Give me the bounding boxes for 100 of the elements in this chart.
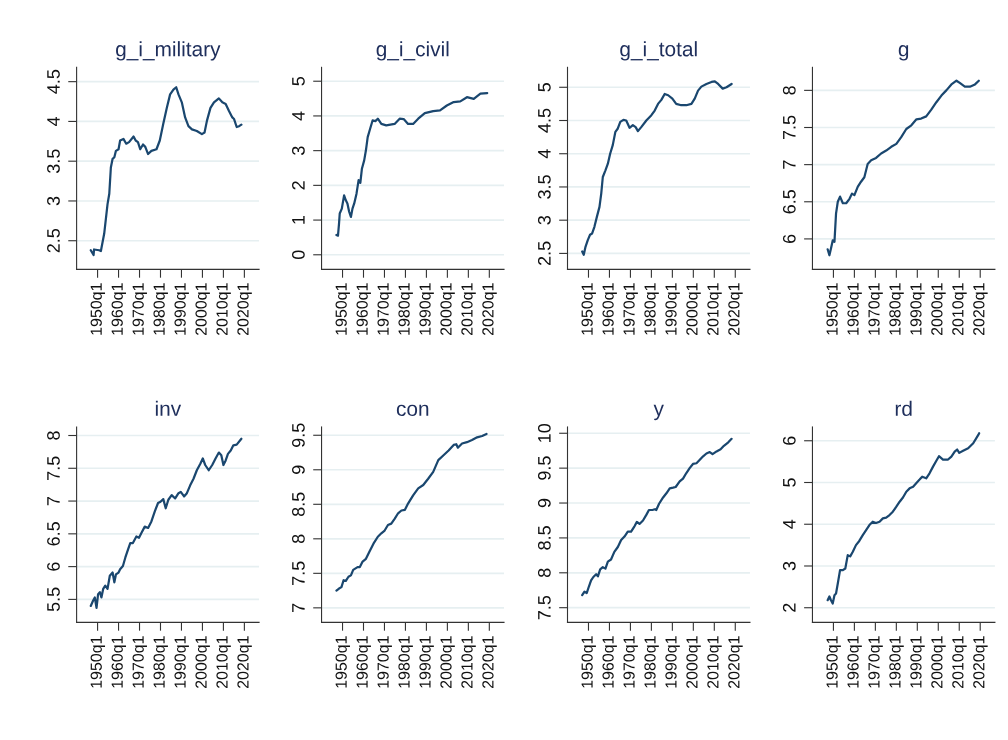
- x-tick-label: 1980q1: [644, 636, 659, 688]
- x-tick-label: 1970q1: [132, 283, 147, 335]
- x-tick-label: 2000q1: [931, 636, 946, 689]
- x-tick-label: 2020q1: [973, 636, 988, 689]
- x-tick-label: 1960q1: [356, 636, 371, 688]
- x-tick-label: 2010q1: [461, 283, 476, 336]
- y-tick-label: 4: [292, 111, 305, 121]
- x-tick-label: 2000q1: [440, 283, 455, 336]
- x-tick-label: 2010q1: [707, 636, 722, 689]
- y-tick-label: 5.5: [47, 587, 60, 612]
- x-tick-label: 2010q1: [952, 636, 967, 689]
- line-series: [335, 432, 488, 592]
- y-tick-label: 8: [47, 431, 60, 440]
- y-tick-label: 8.5: [292, 492, 305, 517]
- x-tick-label: 1970q1: [868, 283, 883, 335]
- y-tick-label: 6.5: [47, 522, 60, 546]
- line-series: [581, 80, 733, 256]
- x-tick-label: 1980q1: [398, 636, 413, 688]
- y-tick-label: 7: [47, 496, 60, 506]
- x-tick-label: 1960q1: [602, 283, 617, 335]
- line-series: [335, 91, 489, 237]
- y-tick-label: 5: [538, 83, 551, 92]
- x-tick-label: 2020q1: [973, 283, 988, 336]
- y-tick-label: 3.5: [537, 175, 551, 199]
- y-tick-label: 5: [783, 478, 796, 487]
- x-tick-label: 2020q1: [728, 283, 743, 336]
- y-tick-label: 9.5: [537, 456, 551, 480]
- y-tick-label: 8: [782, 86, 796, 95]
- x-tick-label: 1950q1: [335, 636, 350, 688]
- x-tick-label: 1970q1: [623, 636, 638, 688]
- y-tick-label: 0: [292, 250, 305, 260]
- x-tick-label: 2010q1: [216, 283, 231, 336]
- y-tick-label: 3.5: [47, 149, 60, 174]
- x-tick-label: 1960q1: [356, 283, 371, 335]
- x-tick-label: 2000q1: [195, 636, 210, 689]
- chart-title: g_i_total: [620, 41, 697, 61]
- y-tick-label: 4.5: [538, 108, 551, 133]
- y-tick-label: 4.5: [47, 69, 60, 94]
- x-tick-label: 1970q1: [868, 636, 883, 688]
- x-tick-label: 2020q1: [482, 283, 497, 336]
- x-tick-label: 1970q1: [377, 636, 392, 688]
- x-tick-label: 1990q1: [174, 636, 189, 688]
- y-tick-label: 2: [292, 181, 305, 190]
- x-tick-label: 1980q1: [889, 636, 904, 688]
- chart-title: g_i_civil: [376, 41, 449, 61]
- x-tick-label: 1980q1: [398, 283, 413, 335]
- chart-title: y: [653, 404, 664, 421]
- x-tick-label: 1990q1: [174, 283, 189, 335]
- x-tick-label: 1960q1: [111, 283, 126, 335]
- x-tick-label: 1990q1: [419, 636, 434, 688]
- y-tick-label: 6.5: [782, 189, 796, 214]
- y-tick-label: 8.5: [537, 526, 551, 550]
- y-tick-label: 3: [47, 196, 60, 206]
- x-tick-label: 2010q1: [216, 636, 231, 689]
- y-tick-label: 4: [783, 519, 796, 529]
- x-tick-label: 1990q1: [665, 283, 680, 335]
- x-tick-label: 2000q1: [195, 283, 210, 336]
- x-tick-label: 1950q1: [826, 283, 841, 335]
- y-tick-label: 3: [782, 561, 796, 571]
- y-tick-label: 7.5: [783, 115, 796, 140]
- line-series: [826, 79, 980, 257]
- x-tick-label: 2020q1: [237, 636, 252, 689]
- y-tick-label: 1: [292, 215, 305, 224]
- x-tick-label: 1970q1: [377, 283, 392, 335]
- chart-title: inv: [155, 400, 182, 416]
- x-tick-label: 1960q1: [847, 636, 862, 688]
- chart-title: con: [396, 404, 429, 417]
- x-tick-label: 1950q1: [581, 636, 596, 688]
- line-series: [826, 432, 981, 605]
- x-tick-label: 1990q1: [665, 636, 680, 688]
- x-tick-label: 2020q1: [237, 283, 252, 336]
- y-tick-label: 4: [538, 149, 551, 159]
- x-tick-label: 1960q1: [111, 636, 126, 688]
- x-tick-label: 2000q1: [686, 636, 701, 689]
- y-tick-label: 6: [782, 234, 796, 244]
- y-tick-label: 6: [47, 562, 60, 571]
- y-tick-label: 3: [292, 146, 305, 155]
- x-tick-label: 1980q1: [153, 283, 168, 335]
- x-tick-label: 1980q1: [153, 636, 168, 688]
- y-tick-label: 9.5: [292, 423, 305, 447]
- x-tick-label: 1970q1: [623, 283, 638, 335]
- x-tick-label: 2010q1: [461, 636, 476, 689]
- x-tick-label: 1950q1: [90, 636, 106, 688]
- y-tick-label: 7.5: [292, 561, 305, 585]
- y-tick-label: 4: [47, 116, 60, 127]
- x-tick-label: 2000q1: [686, 283, 701, 336]
- y-tick-label: 5: [292, 76, 305, 86]
- y-tick-label: 7.5: [47, 456, 60, 480]
- line-series: [581, 437, 733, 597]
- x-tick-label: 2020q1: [482, 636, 497, 689]
- y-tick-label: 2.5: [47, 228, 60, 253]
- x-tick-label: 1990q1: [910, 636, 925, 688]
- x-tick-label: 1950q1: [826, 636, 841, 688]
- chart-title: rd: [895, 400, 912, 417]
- y-tick-label: 9: [292, 465, 305, 474]
- line-series: [89, 86, 243, 257]
- x-tick-label: 2010q1: [952, 283, 967, 336]
- x-tick-label: 1980q1: [644, 283, 659, 335]
- line-series: [89, 437, 243, 610]
- x-tick-label: 2010q1: [707, 283, 722, 336]
